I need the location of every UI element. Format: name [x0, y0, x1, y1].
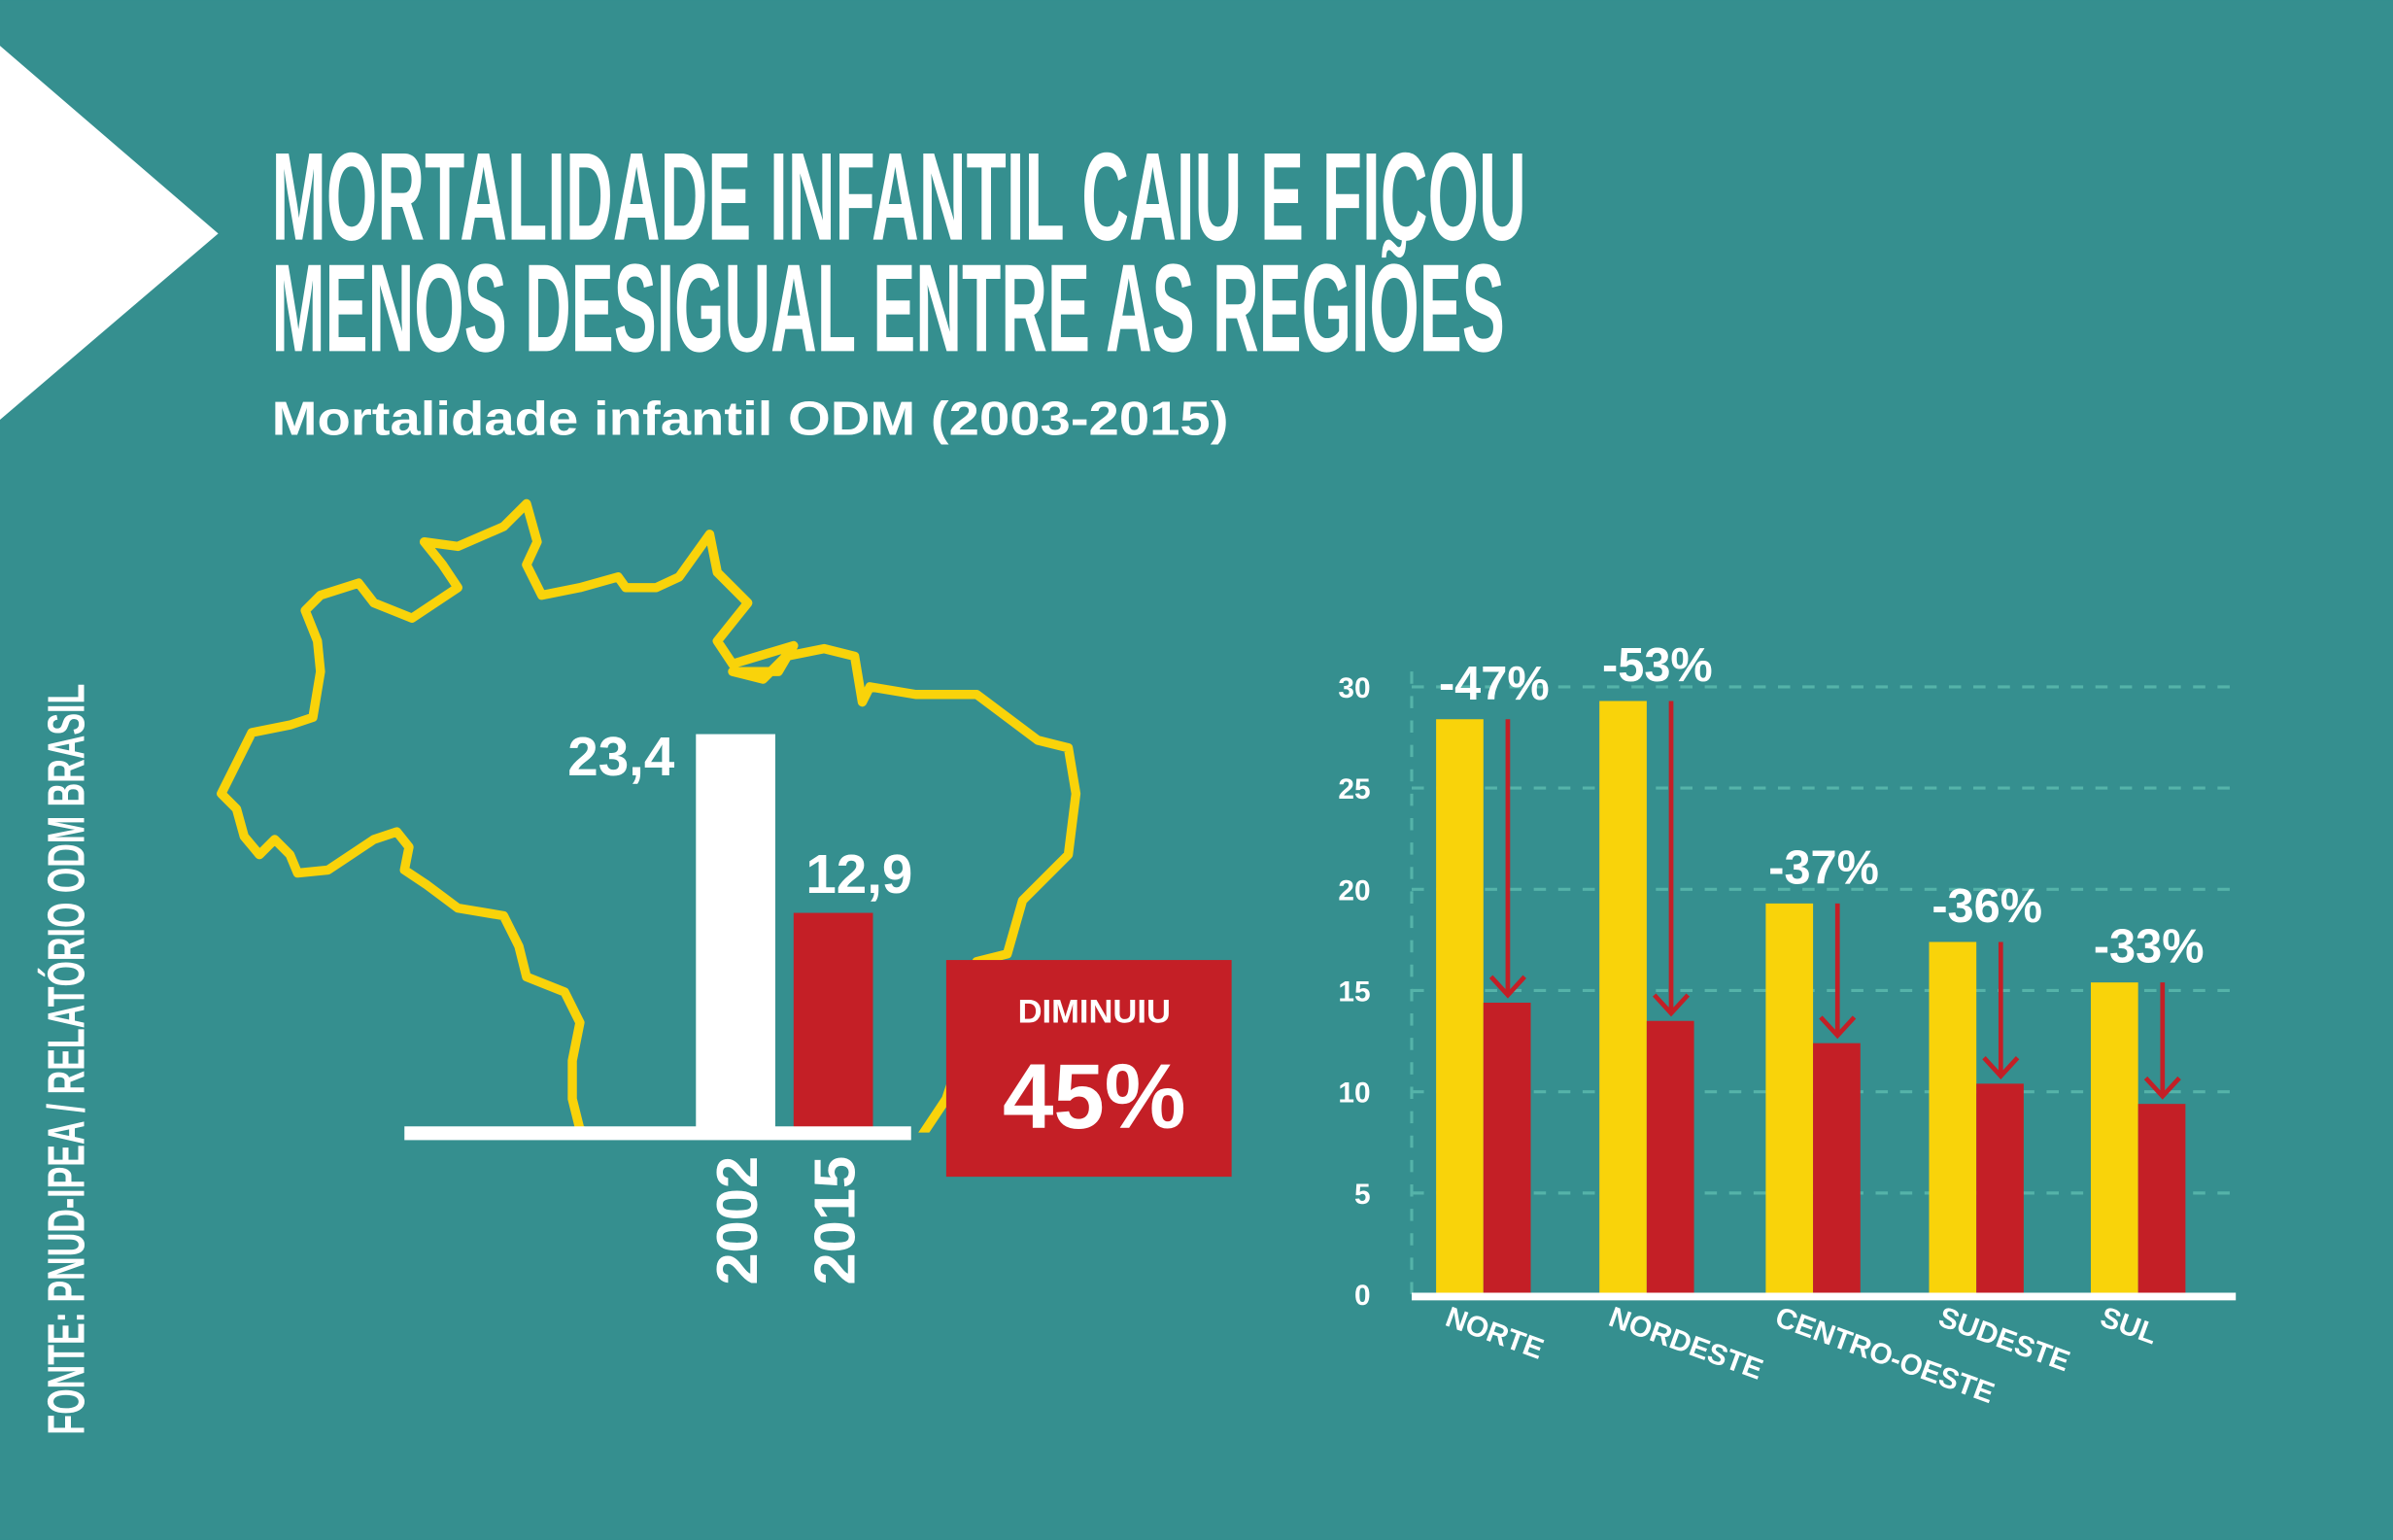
change-label: -33%: [2094, 921, 2205, 974]
callout-label: DIMINUIU: [1018, 993, 1171, 1030]
down-arrow-icon: [1653, 701, 1691, 1017]
title-line-2: MENOS DESIGUAL ENTRE AS REGIÕES: [272, 238, 1505, 378]
bar-sul-2015: [2137, 1104, 2186, 1295]
down-arrow-icon: [1819, 903, 1857, 1040]
y-tick-label: 30: [1338, 672, 1370, 704]
y-tick-label: 10: [1338, 1078, 1370, 1110]
value-label: 23,4: [567, 726, 675, 787]
down-arrow-icon: [2143, 982, 2181, 1100]
title-line-1: MORTALIDADE INFANTIL CAIU E FICOU: [272, 127, 1526, 267]
change-label: -37%: [1768, 841, 1879, 894]
bar-2002: [696, 734, 775, 1133]
change-label: -36%: [1931, 880, 2042, 933]
value-label: 12,9: [805, 843, 912, 905]
y-tick-label: 0: [1354, 1280, 1371, 1312]
bar-centro-oeste-start: [1765, 903, 1814, 1295]
down-arrow-icon: [1982, 941, 2020, 1079]
bar-sul-start: [2090, 982, 2138, 1295]
brazil-map-outline: [222, 498, 1081, 1412]
bar-sudeste-start: [1929, 941, 1977, 1295]
bar-norte-start: [1436, 719, 1484, 1295]
bar-sudeste-2015: [1976, 1083, 2024, 1295]
bar-2015: [793, 912, 873, 1133]
y-tick-label: 20: [1338, 874, 1370, 907]
year-label: 2015: [803, 1156, 868, 1285]
down-arrow-icon: [1488, 719, 1526, 999]
source-note: FONTE: PNUD-IPEA / RELATÓRIO ODM BRASIL: [37, 684, 95, 1435]
y-tick-label: 5: [1354, 1179, 1371, 1211]
callout-box: [945, 960, 1232, 1178]
change-label: -53%: [1602, 639, 1713, 692]
bar-nordeste-start: [1599, 701, 1647, 1295]
change-label: -47%: [1439, 658, 1550, 710]
callout-value: 45%: [1003, 1045, 1186, 1147]
bar-centro-oeste-2015: [1813, 1043, 1861, 1295]
bar-nordeste-2015: [1646, 1020, 1694, 1295]
y-tick-label: 15: [1338, 975, 1370, 1008]
y-tick-label: 25: [1338, 773, 1370, 805]
bar-norte-2015: [1483, 1002, 1531, 1295]
baseline-axis: [404, 1126, 911, 1141]
triangle-decoration: [0, 46, 219, 421]
brazil-bar-chart: 23,4 2002 12,9 2015 DIMINUIU 45%: [404, 726, 1232, 1285]
x-axis: [1411, 1292, 2237, 1301]
subtitle: Mortalidade infantil ODM (2003-2015): [272, 394, 1229, 446]
year-label: 2002: [704, 1156, 769, 1285]
